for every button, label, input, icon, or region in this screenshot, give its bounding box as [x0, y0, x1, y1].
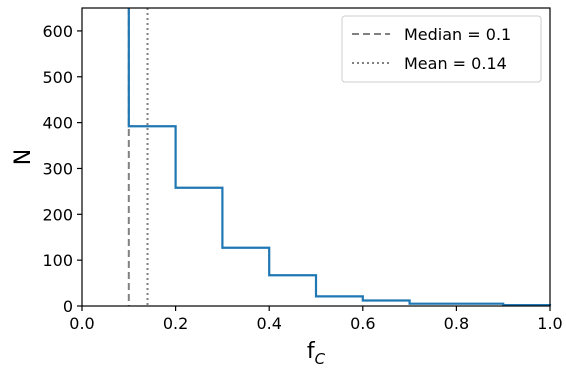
- histogram-bin-3: [269, 275, 316, 306]
- histogram-bin-0: [129, 126, 176, 306]
- x-tick-label: 0.8: [444, 314, 469, 333]
- legend-mean-label: Mean = 0.14: [404, 54, 507, 73]
- x-tick-label: 0.0: [69, 314, 94, 333]
- y-axis-ticks: 0 100 200 300 400 500 600: [42, 22, 82, 316]
- x-tick-label: 0.2: [163, 314, 188, 333]
- histogram-step-line: [127, 8, 552, 307]
- y-axis-label: N: [11, 149, 36, 165]
- histogram-bin-1: [176, 188, 223, 306]
- legend: Median = 0.1 Mean = 0.14: [341, 15, 542, 83]
- histogram-bin-5: [363, 300, 410, 306]
- x-tick-label: 0.4: [256, 314, 281, 333]
- y-tick-label: 0: [63, 297, 73, 316]
- histogram-bin-4: [316, 296, 363, 306]
- y-tick-label: 600: [42, 22, 73, 41]
- x-axis-label: fC: [307, 339, 326, 368]
- y-tick-label: 200: [42, 205, 73, 224]
- x-tick-label: 1.0: [537, 314, 562, 333]
- histogram-steps: [127, 8, 552, 307]
- x-axis-label-subscript: C: [315, 350, 326, 368]
- y-tick-label: 100: [42, 251, 73, 270]
- x-tick-label: 0.6: [350, 314, 375, 333]
- y-tick-label: 400: [42, 114, 73, 133]
- y-tick-label: 500: [42, 68, 73, 87]
- legend-box: [341, 15, 542, 83]
- x-axis-label-main: f: [307, 339, 316, 364]
- histogram-bin-2: [222, 248, 269, 306]
- legend-median-label: Median = 0.1: [404, 25, 511, 44]
- plot-frame: [81, 7, 551, 307]
- y-tick-label: 300: [42, 159, 73, 178]
- x-axis-ticks: 0.0 0.2 0.4 0.6 0.8 1.0: [69, 306, 563, 333]
